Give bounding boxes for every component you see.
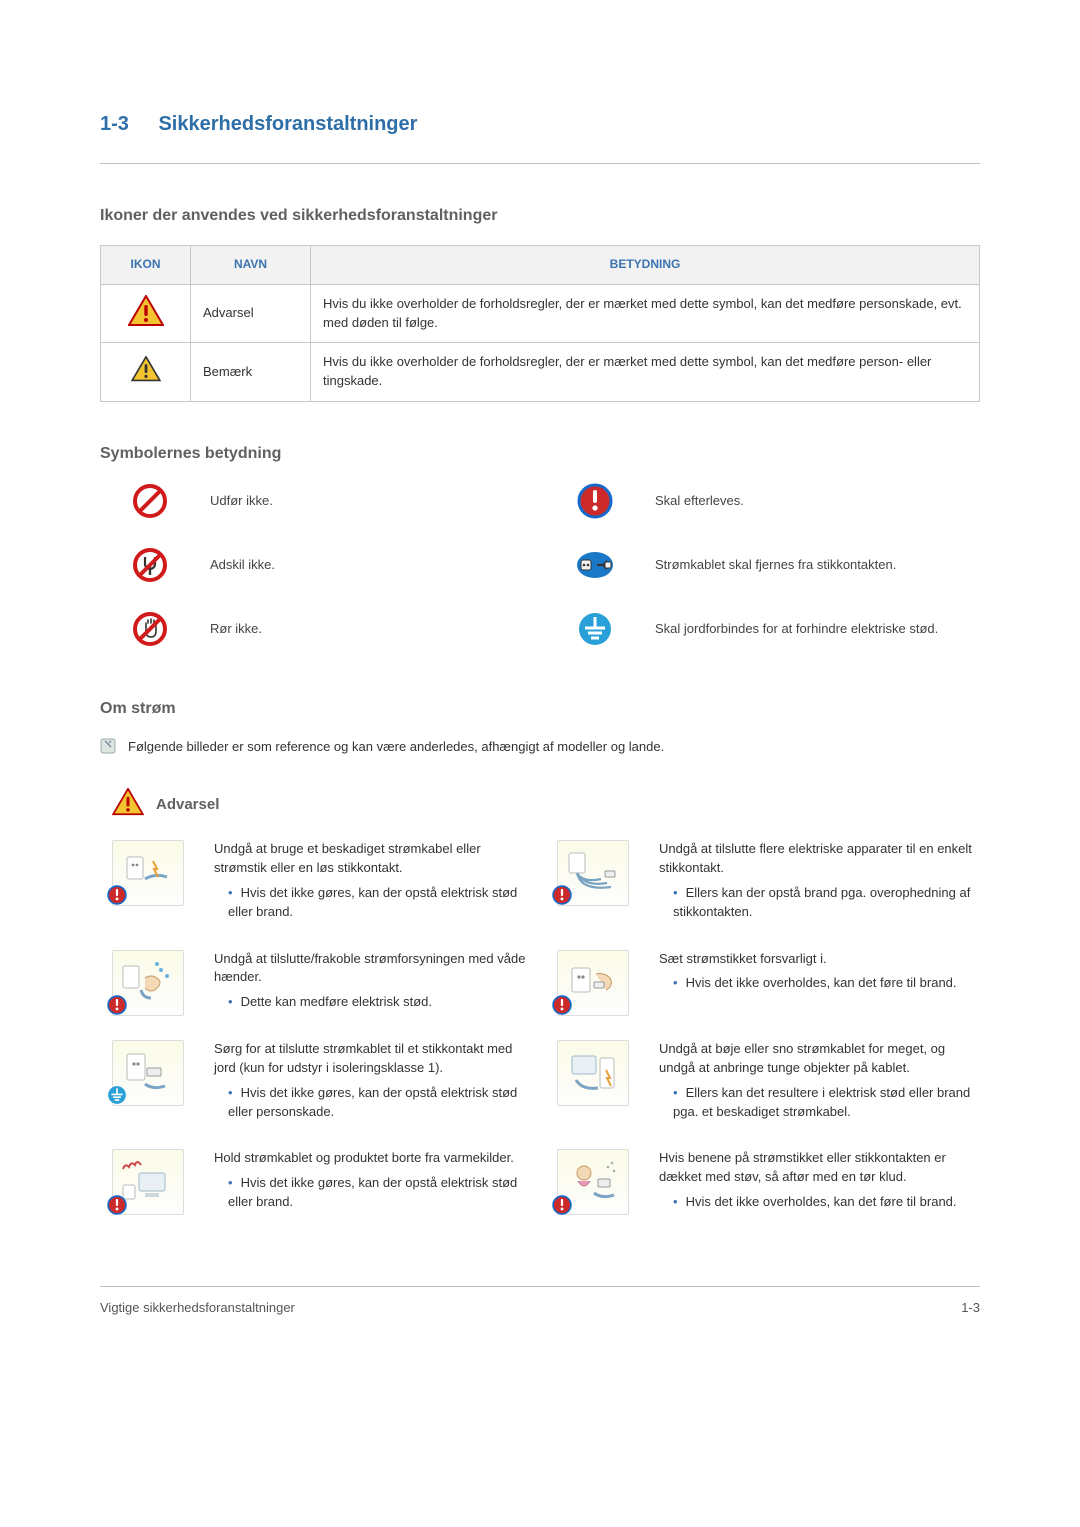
must-follow-icon (107, 995, 127, 1021)
note-icon (100, 738, 118, 760)
warning-bullet: Dette kan medføre elektrisk stød. (228, 993, 535, 1012)
warning-title: Sæt strømstikket forsvarligt i. (659, 950, 980, 969)
row-meaning: Hvis du ikke overholder de forholdsregle… (311, 284, 980, 343)
illustration (112, 950, 184, 1016)
ground-icon (565, 611, 625, 647)
caution-triangle-icon (101, 343, 191, 402)
warning-bullet: Hvis det ikke gøres, kan der opstå elekt… (228, 1084, 535, 1122)
symbol-label: Adskil ikke. (210, 556, 535, 575)
symbol-label: Skal efterleves. (655, 492, 980, 511)
warning-item: Hvis benene på strømstikket eller stikko… (659, 1149, 980, 1216)
row-name: Advarsel (191, 284, 311, 343)
row-name: Bemærk (191, 343, 311, 402)
warning-title: Undgå at tilslutte/frakoble strømforsyni… (214, 950, 535, 988)
ground-icon (107, 1085, 127, 1111)
symbol-label: Udfør ikke. (210, 492, 535, 511)
illustration (557, 1149, 629, 1215)
warning-title: Hvis benene på strømstikket eller stikko… (659, 1149, 980, 1187)
warnings-grid: Undgå at bruge et beskadiget strømkabel … (100, 840, 980, 1216)
warning-bullet: Hvis det ikke gøres, kan der opstå elekt… (228, 884, 535, 922)
warning-item: Hold strømkablet og produktet borte fra … (214, 1149, 535, 1216)
th-icon: IKON (101, 246, 191, 284)
symbol-label: Strømkablet skal fjernes fra stikkontakt… (655, 556, 980, 575)
illustration (557, 1040, 629, 1106)
illustration (112, 1040, 184, 1106)
warning-item: Sæt strømstikket forsvarligt i. Hvis det… (659, 950, 980, 998)
warning-item: Undgå at bøje eller sno strømkablet for … (659, 1040, 980, 1125)
illustration (557, 950, 629, 1016)
unplug-icon (565, 549, 625, 581)
page-title: 1-3 Sikkerhedsforanstaltninger (100, 110, 980, 139)
illustration (112, 840, 184, 906)
must-follow-icon (107, 885, 127, 911)
warning-bullet: Hvis det ikke overholdes, kan det føre t… (673, 1193, 980, 1212)
warning-item: Sørg for at tilslutte strømkablet til et… (214, 1040, 535, 1125)
warning-label: Advarsel (156, 794, 219, 816)
warning-bullet: Hvis det ikke overholdes, kan det føre t… (673, 974, 980, 993)
must-follow-icon (107, 1195, 127, 1221)
must-follow-icon (565, 483, 625, 519)
warning-bullet: Ellers kan der opstå brand pga. overophe… (673, 884, 980, 922)
no-touch-icon (120, 611, 180, 647)
warning-item: Undgå at tilslutte flere elektriske appa… (659, 840, 980, 925)
th-name: NAVN (191, 246, 311, 284)
symbol-label: Rør ikke. (210, 620, 535, 639)
note-text: Følgende billeder er som reference og ka… (128, 738, 664, 757)
no-disassemble-icon (120, 547, 180, 583)
warning-title: Hold strømkablet og produktet borte fra … (214, 1149, 535, 1168)
footer-left: Vigtige sikkerhedsforanstaltninger (100, 1299, 295, 1318)
symbol-label: Skal jordforbindes for at forhindre elek… (655, 620, 980, 639)
th-meaning: BETYDNING (311, 246, 980, 284)
title-divider (100, 163, 980, 164)
warning-title: Undgå at tilslutte flere elektriske appa… (659, 840, 980, 878)
warning-title: Undgå at bruge et beskadiget strømkabel … (214, 840, 535, 878)
power-heading: Om strøm (100, 697, 980, 720)
footer-right: 1-3 (961, 1299, 980, 1318)
warning-bullet: Ellers kan det resultere i elektrisk stø… (673, 1084, 980, 1122)
reference-note: Følgende billeder er som reference og ka… (100, 738, 980, 760)
warning-heading: Advarsel (112, 788, 980, 822)
illustration (557, 840, 629, 906)
must-follow-icon (552, 995, 572, 1021)
symbols-heading: Symbolernes betydning (100, 442, 980, 465)
warning-item: Undgå at tilslutte/frakoble strømforsyni… (214, 950, 535, 1017)
must-follow-icon (552, 1195, 572, 1221)
warning-title: Undgå at bøje eller sno strømkablet for … (659, 1040, 980, 1078)
table-row: Bemærk Hvis du ikke overholder de forhol… (101, 343, 980, 402)
row-meaning: Hvis du ikke overholder de forholdsregle… (311, 343, 980, 402)
illustration (112, 1149, 184, 1215)
section-text: Sikkerhedsforanstaltninger (158, 113, 417, 135)
warning-triangle-icon (101, 284, 191, 343)
warning-triangle-icon (112, 788, 144, 822)
subtitle-icons: Ikoner der anvendes ved sikkerhedsforans… (100, 204, 980, 227)
warning-bullet: Hvis det ikke gøres, kan der opstå elekt… (228, 1174, 535, 1212)
warning-item: Undgå at bruge et beskadiget strømkabel … (214, 840, 535, 925)
symbols-grid: Udfør ikke. Skal efterleves. Adskil ikke… (100, 483, 980, 647)
icon-table: IKON NAVN BETYDNING Advarsel Hvis du ikk… (100, 245, 980, 402)
must-follow-icon (552, 885, 572, 911)
section-number: 1-3 (100, 113, 129, 135)
table-row: Advarsel Hvis du ikke overholder de forh… (101, 284, 980, 343)
warning-title: Sørg for at tilslutte strømkablet til et… (214, 1040, 535, 1078)
page-footer: Vigtige sikkerhedsforanstaltninger 1-3 (100, 1286, 980, 1318)
prohibit-icon (120, 483, 180, 519)
